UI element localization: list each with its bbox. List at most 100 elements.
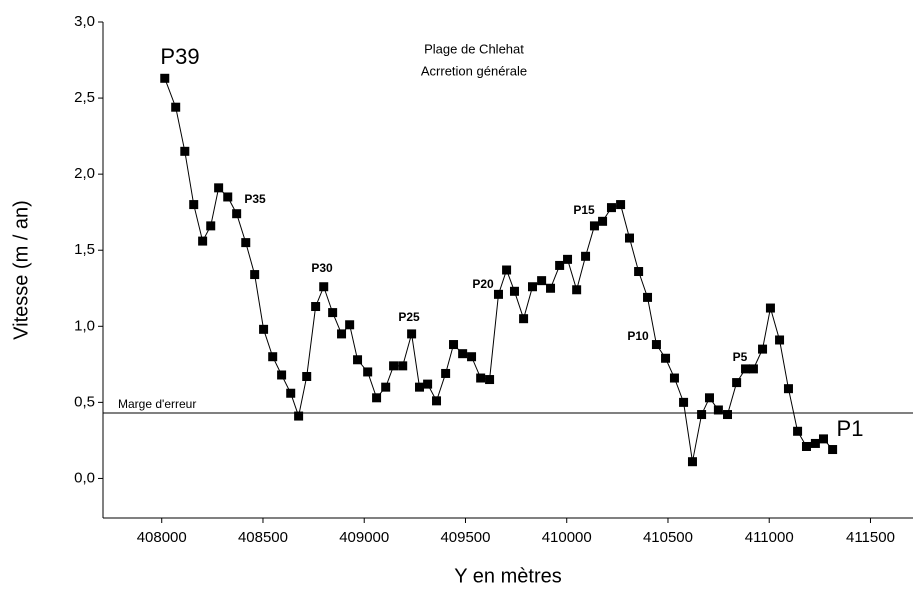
point-annotation: P20	[472, 277, 494, 291]
point	[259, 324, 269, 334]
point	[697, 410, 707, 420]
x-tick-label: 409000	[339, 529, 389, 546]
y-tick-label: 2,0	[74, 165, 95, 182]
point	[598, 216, 608, 226]
point	[363, 367, 373, 377]
x-tick-label: 411500	[846, 529, 895, 546]
point	[398, 361, 408, 371]
x-tick-label: 409500	[440, 529, 490, 546]
point	[669, 373, 679, 383]
point	[389, 361, 399, 371]
y-tick-label: 2,5	[74, 89, 95, 106]
point	[661, 353, 671, 363]
point	[493, 289, 503, 299]
point	[441, 368, 451, 378]
point	[651, 340, 661, 350]
point	[353, 355, 363, 365]
point-annotation: P10	[627, 329, 649, 343]
point	[171, 102, 181, 112]
y-tick-label: 1,0	[74, 317, 95, 334]
point	[713, 405, 723, 415]
point	[625, 233, 634, 243]
point	[723, 410, 733, 420]
point	[563, 254, 573, 264]
point-annotation: P25	[398, 310, 420, 324]
point	[189, 200, 199, 210]
point	[687, 457, 697, 467]
point	[634, 267, 644, 277]
point	[250, 270, 260, 280]
point	[476, 373, 486, 383]
point-annotation: P15	[573, 203, 595, 217]
point	[572, 285, 582, 295]
point	[643, 292, 653, 302]
point	[328, 308, 338, 318]
point	[801, 441, 811, 451]
point	[198, 236, 208, 246]
y-tick-label: 0,0	[74, 469, 95, 486]
chart-title: Plage de Chlehat	[424, 41, 524, 56]
point	[741, 364, 751, 374]
point-annotation: P39	[160, 44, 199, 69]
point	[704, 393, 714, 403]
point	[509, 286, 519, 296]
point	[581, 251, 591, 261]
point	[415, 382, 425, 392]
point	[286, 388, 296, 398]
point	[616, 200, 626, 210]
point	[407, 329, 417, 339]
point-annotation: P30	[311, 261, 333, 275]
point	[732, 378, 742, 388]
y-tick-label: 3,0	[74, 13, 95, 30]
point	[765, 303, 775, 313]
point	[277, 370, 287, 380]
y-tick-label: 1,5	[74, 241, 95, 258]
point	[449, 340, 459, 350]
point	[232, 209, 242, 219]
y-tick-label: 0,5	[74, 393, 95, 410]
point	[485, 375, 495, 385]
point-annotation: P35	[244, 192, 266, 206]
point	[311, 302, 321, 312]
reference-label: Marge d'erreur	[118, 397, 196, 411]
point	[423, 379, 433, 389]
chart-subtitle: Acrretion générale	[421, 63, 527, 78]
point	[372, 393, 382, 403]
point	[606, 203, 616, 213]
x-tick-label: 408000	[137, 529, 187, 546]
point	[546, 283, 556, 293]
point	[775, 335, 785, 345]
point-annotation: P1	[837, 416, 864, 441]
point	[810, 438, 820, 448]
x-tick-label: 411000	[745, 529, 794, 546]
point	[432, 396, 442, 406]
point	[223, 192, 233, 202]
point	[458, 349, 468, 359]
point	[268, 352, 278, 362]
point	[345, 320, 355, 330]
point	[758, 344, 768, 354]
point	[537, 276, 547, 286]
point	[555, 260, 565, 270]
point	[214, 183, 224, 193]
point	[748, 364, 758, 374]
point-annotation: P5	[733, 350, 748, 364]
point	[302, 372, 312, 382]
x-tick-label: 408500	[238, 529, 288, 546]
point	[679, 397, 689, 407]
y-axis-label: Vitesse (m / an)	[10, 200, 32, 340]
point	[818, 434, 828, 444]
point	[241, 238, 251, 248]
point	[502, 265, 512, 275]
series-line	[164, 78, 833, 462]
point	[381, 382, 391, 392]
x-axis-label: Y en mètres	[454, 565, 561, 587]
point	[319, 282, 329, 292]
point	[783, 384, 793, 394]
point	[180, 146, 190, 156]
point	[793, 426, 803, 436]
point	[337, 329, 347, 339]
point	[467, 352, 477, 362]
point	[528, 282, 538, 292]
